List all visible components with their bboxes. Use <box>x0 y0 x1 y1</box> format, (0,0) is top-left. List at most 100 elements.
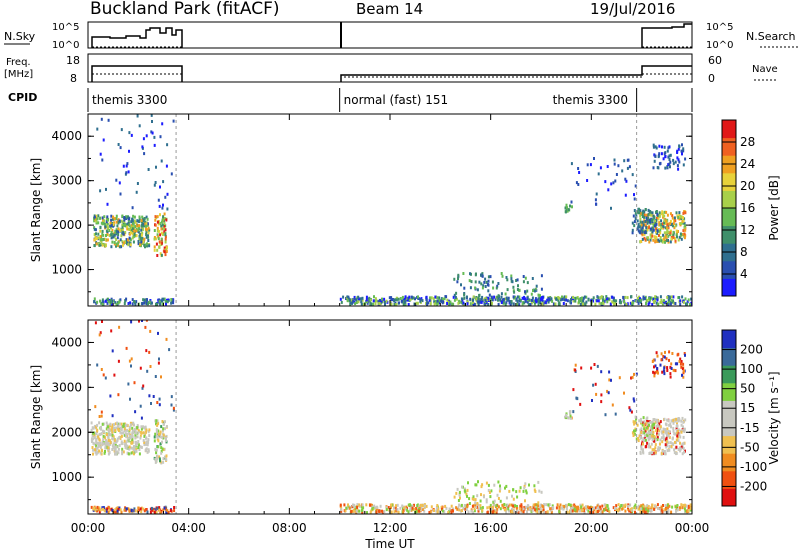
scatter-cell <box>629 507 632 511</box>
scatter-cell <box>528 298 531 302</box>
scatter-cell <box>569 301 572 305</box>
scatter-cell <box>102 219 105 222</box>
scatter-cell <box>522 280 525 284</box>
scatter-cell <box>506 503 509 507</box>
scatter-cell <box>147 438 150 442</box>
scatter-cell <box>138 225 140 229</box>
scatter-cell <box>114 452 116 456</box>
scatter-cell <box>597 299 600 303</box>
scatter-cell <box>614 506 616 510</box>
scatter-cell <box>101 243 104 247</box>
scatter-cell <box>657 446 660 450</box>
scatter-cell <box>96 127 99 131</box>
scatter-cell <box>114 301 117 305</box>
scatter-cell <box>156 226 159 230</box>
scatter-cell <box>558 296 561 300</box>
scatter-cell <box>680 445 683 449</box>
scatter-cell <box>146 242 148 246</box>
scatter-cell <box>626 296 629 300</box>
scatter-cell <box>172 119 175 123</box>
scatter-cell <box>480 300 483 304</box>
scatter-cell <box>539 294 541 298</box>
scatter-cell <box>648 240 651 244</box>
scatter-cell <box>123 429 126 433</box>
scatter-cell <box>465 507 468 511</box>
scatter-cell <box>570 507 573 510</box>
scatter-cell <box>558 302 560 306</box>
scatter-cell <box>493 499 496 503</box>
scatter-cell <box>458 508 461 512</box>
scatter-cell <box>673 432 676 436</box>
scatter-cell <box>474 483 477 487</box>
scatter-cell <box>645 302 647 305</box>
scatter-cell <box>106 222 109 226</box>
scatter-cell <box>638 225 641 229</box>
scatter-cell <box>464 487 466 491</box>
scatter-cell <box>575 505 578 509</box>
scatter-cell <box>158 298 161 302</box>
scatter-cell <box>681 416 684 420</box>
scatter-cell <box>640 420 643 423</box>
scatter-cell <box>624 295 627 299</box>
scatter-cell <box>140 416 143 420</box>
scatter-cell <box>510 503 513 507</box>
scatter-cell <box>106 298 109 302</box>
scatter-cell <box>401 299 404 303</box>
scatter-cell <box>494 509 497 513</box>
scatter-cell <box>663 372 666 376</box>
scatter-cell <box>139 236 142 240</box>
scatter-cell <box>642 505 645 509</box>
scatter-cell <box>497 294 500 298</box>
scatter-cell <box>575 396 578 400</box>
scatter-cell <box>660 298 663 302</box>
y-tick-label: 2000 <box>51 425 82 439</box>
scatter-cell <box>128 131 131 135</box>
scatter-cell <box>615 173 618 176</box>
scatter-cell <box>145 440 148 444</box>
scatter-cell <box>622 295 625 299</box>
nsky-tick-lo: 10^0 <box>52 40 79 51</box>
scatter-cell <box>656 423 659 427</box>
scatter-cell <box>106 202 109 206</box>
scatter-cell <box>531 509 534 513</box>
scatter-cell <box>122 224 125 227</box>
scatter-cell <box>682 425 684 429</box>
scatter-cell <box>630 410 633 414</box>
scatter-cell <box>572 505 575 509</box>
scatter-cell <box>150 402 152 405</box>
scatter-cell <box>570 162 573 166</box>
scatter-cell <box>119 229 122 232</box>
scatter-cell <box>460 283 462 287</box>
scatter-cell <box>547 300 550 304</box>
scatter-cell <box>138 215 141 219</box>
scatter-cell <box>662 299 665 303</box>
scatter-cell <box>663 366 666 370</box>
scatter-cell <box>570 200 573 204</box>
scatter-cell <box>427 301 430 305</box>
y-tick-label: 3000 <box>51 174 82 188</box>
scatter-cell <box>140 427 143 431</box>
scatter-cell <box>651 438 654 441</box>
scatter-cell <box>507 298 510 302</box>
scatter-cell <box>671 216 674 220</box>
freq-strip: Freq. [MHz] 18 8 60 0 Nave <box>4 53 778 85</box>
scatter-cell <box>676 422 678 426</box>
scatter-cell <box>416 504 419 508</box>
scatter-cell <box>413 503 415 507</box>
scatter-cell <box>652 166 655 170</box>
scatter-cell <box>398 301 400 305</box>
freq-label: Freq. <box>6 57 31 68</box>
scatter-cell <box>103 219 106 223</box>
y-axis-label: Slant Range [km] <box>29 158 43 262</box>
scatter-cell <box>680 222 682 226</box>
scatter-cell <box>143 243 146 247</box>
scatter-cell <box>523 484 526 488</box>
scatter-cell <box>163 224 166 228</box>
scatter-cell <box>488 293 491 297</box>
scatter-cell <box>394 505 397 509</box>
scatter-cell <box>667 432 670 435</box>
scatter-cell <box>379 504 382 508</box>
scatter-cell <box>481 506 484 510</box>
scatter-cell <box>148 300 151 304</box>
scatter-cell <box>480 493 482 497</box>
